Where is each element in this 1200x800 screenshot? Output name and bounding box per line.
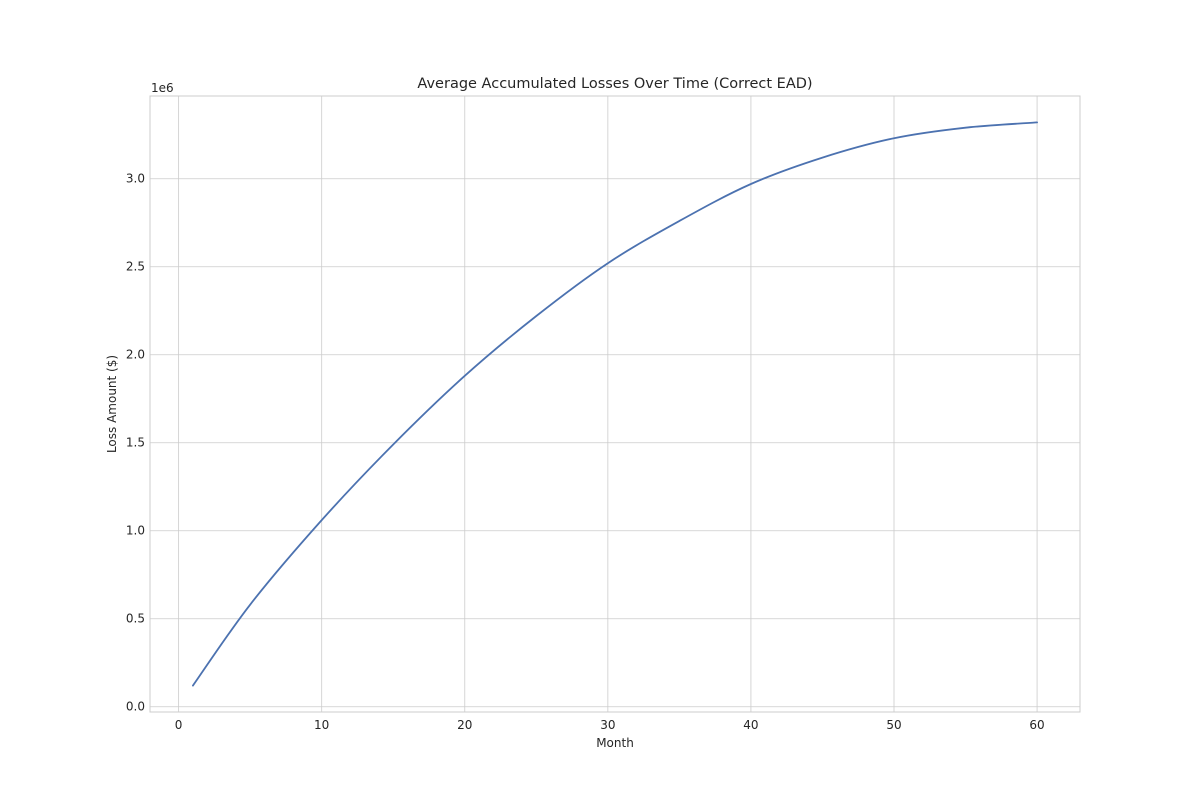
x-tick-labels: 0 10 20 30 40 50 60 bbox=[175, 718, 1045, 732]
y-tick-label: 3.0 bbox=[126, 172, 145, 186]
y-grid-lines bbox=[150, 178, 1080, 708]
x-tick-label: 0 bbox=[175, 718, 183, 732]
y-tick-label: 0.5 bbox=[126, 612, 145, 626]
y-axis-label: Loss Amount ($) bbox=[105, 355, 119, 453]
series-line bbox=[192, 121, 1038, 687]
series-layer bbox=[192, 121, 1038, 687]
x-tick-label: 50 bbox=[886, 718, 901, 732]
x-axis-label: Month bbox=[596, 736, 634, 750]
y-tick-label: 2.5 bbox=[126, 260, 145, 274]
y-offset-label: 1e6 bbox=[151, 81, 174, 95]
y-tick-labels: 0.0 0.5 1.0 1.5 2.0 2.5 3.0 bbox=[126, 172, 145, 714]
y-tick-label: 0.0 bbox=[126, 700, 145, 714]
x-tick-label: 20 bbox=[457, 718, 472, 732]
chart-title: Average Accumulated Losses Over Time (Co… bbox=[417, 76, 812, 92]
x-tick-label: 30 bbox=[600, 718, 615, 732]
plot-frame bbox=[149, 95, 1081, 713]
y-tick-label: 1.0 bbox=[126, 524, 145, 538]
x-tick-label: 10 bbox=[314, 718, 329, 732]
x-tick-label: 40 bbox=[743, 718, 758, 732]
y-tick-label: 1.5 bbox=[126, 436, 145, 450]
y-tick-label: 2.0 bbox=[126, 348, 145, 362]
x-grid-lines bbox=[178, 96, 1038, 712]
x-tick-label: 60 bbox=[1029, 718, 1044, 732]
